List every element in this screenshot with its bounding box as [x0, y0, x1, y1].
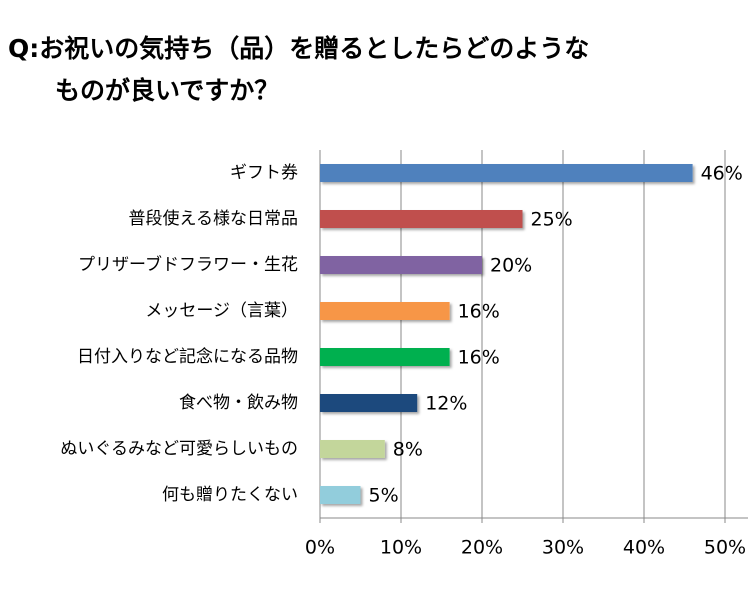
bar: [320, 440, 385, 458]
y-tick-label: メッセージ（言葉）: [145, 301, 298, 321]
y-tick-label: ぬいぐるみなど可愛らしいもの: [60, 439, 298, 459]
value-label: 12%: [425, 393, 467, 415]
value-label: 25%: [531, 209, 573, 231]
value-label: 8%: [393, 439, 423, 461]
bar: [320, 302, 450, 320]
y-tick-label: 日付入りなど記念になる品物: [77, 346, 298, 367]
x-tick-label: 30%: [542, 537, 584, 559]
value-label: 16%: [458, 347, 500, 369]
value-label: 16%: [458, 301, 500, 323]
chart-title: Q:お祝いの気持ち（品）を贈るとしたらどのような: [8, 34, 589, 63]
bar: [320, 210, 523, 228]
chart-title: ものが良いですか？: [55, 76, 279, 105]
x-tick-label: 0%: [305, 537, 335, 559]
value-label: 5%: [369, 485, 399, 507]
value-label: 46%: [701, 163, 743, 185]
x-tick-label: 10%: [380, 537, 422, 559]
y-tick-label: 食べ物・飲み物: [179, 393, 298, 413]
y-tick-label: ギフト券: [230, 163, 298, 183]
bar: [320, 394, 418, 412]
bar: [320, 256, 482, 274]
bar: [320, 348, 450, 366]
x-tick-label: 40%: [623, 537, 665, 559]
value-label: 20%: [490, 255, 532, 277]
bar: [320, 486, 361, 504]
y-tick-label: 普段使える様な日常品: [129, 208, 299, 229]
x-tick-label: 20%: [461, 537, 503, 559]
x-tick-label: 50%: [704, 537, 746, 559]
y-tick-label: 何も贈りたくない: [162, 485, 298, 505]
y-tick-label: プリザーブドフラワー・生花: [78, 254, 298, 275]
bar: [320, 164, 693, 182]
